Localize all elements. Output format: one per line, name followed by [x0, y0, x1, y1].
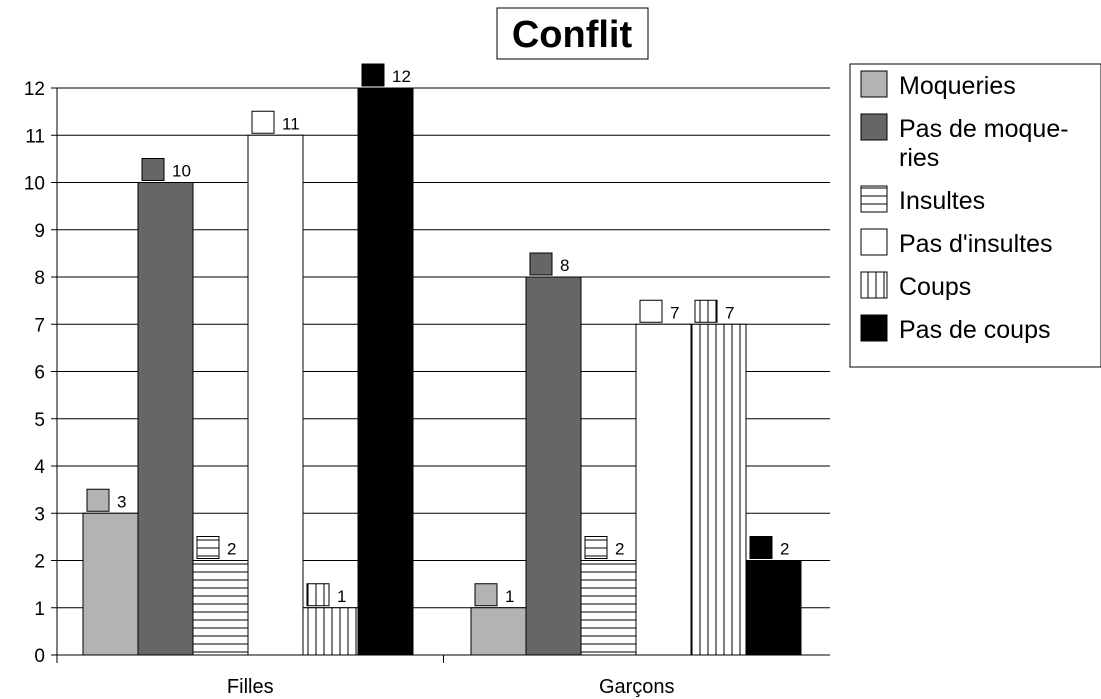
y-tick-label: 0 [34, 646, 45, 667]
y-tick-label: 2 [34, 552, 45, 573]
bar [690, 323, 747, 656]
legend-label: ries [899, 144, 939, 172]
legend-swatch [860, 228, 888, 256]
data-label-swatch [584, 536, 608, 559]
legend-label: Coups [899, 273, 971, 301]
x-category-label: Garçons [599, 676, 675, 698]
data-label: 12 [392, 67, 411, 86]
bar [745, 560, 802, 656]
y-tick-label: 10 [24, 174, 45, 195]
data-label: 2 [227, 540, 236, 559]
y-tick-label: 8 [34, 268, 45, 289]
data-label-swatch [361, 63, 385, 87]
bar [137, 182, 194, 656]
data-label: 7 [725, 303, 734, 322]
bars [82, 87, 802, 656]
legend-label: Pas de coups [899, 316, 1051, 344]
data-label-swatch [749, 536, 773, 559]
data-label: 10 [172, 162, 191, 181]
legend-swatch [860, 113, 888, 141]
y-tick-label: 5 [34, 410, 45, 431]
data-label-swatch [694, 299, 718, 323]
legend-label: Pas d'insultes [899, 230, 1052, 258]
data-label-swatch [529, 252, 553, 276]
data-label: 8 [560, 256, 569, 275]
x-category-label: Filles [227, 676, 274, 698]
data-label-swatch [639, 299, 663, 323]
bar [247, 134, 304, 656]
y-tick-label: 11 [25, 126, 45, 147]
legend-swatch [860, 185, 888, 213]
y-tick-label: 9 [34, 221, 45, 242]
legend: Moqueries Pas de moque-ries Insultes Pas d'… [849, 63, 1101, 368]
legend-swatch [860, 271, 888, 299]
bar [580, 560, 637, 656]
data-label: 2 [780, 540, 789, 559]
data-label-swatch [306, 583, 330, 607]
bar [192, 560, 249, 656]
y-tick-label: 12 [24, 79, 45, 100]
data-label-swatch [86, 488, 110, 512]
data-label: 1 [337, 587, 346, 606]
legend-box [849, 63, 1101, 368]
y-tick-label: 7 [34, 315, 45, 336]
data-label: 3 [117, 492, 126, 511]
data-label: 1 [505, 587, 514, 606]
y-tick-label: 6 [34, 363, 45, 384]
legend-label: Insultes [899, 187, 985, 215]
data-label-swatch [141, 158, 165, 181]
data-label-swatch [196, 536, 220, 559]
bar [525, 276, 582, 656]
legend-swatch [860, 314, 888, 342]
legend-swatch [860, 70, 888, 98]
y-tick-label: 3 [34, 504, 45, 525]
bar [302, 607, 359, 656]
bar [635, 323, 692, 656]
legend-label: Pas de moque- [899, 115, 1069, 143]
bar [470, 607, 527, 656]
data-label-swatch [474, 583, 498, 607]
y-tick-label: 4 [34, 457, 45, 478]
chart-title: Conflit [512, 14, 633, 56]
bar [357, 87, 414, 656]
data-label: 11 [282, 114, 300, 133]
y-tick-label: 1 [34, 599, 45, 620]
bar [82, 512, 139, 656]
legend-label: Moqueries [899, 72, 1016, 100]
data-label: 2 [615, 540, 624, 559]
data-label: 7 [670, 303, 679, 322]
data-label-swatch [251, 110, 275, 134]
chart-title-box [496, 7, 649, 60]
